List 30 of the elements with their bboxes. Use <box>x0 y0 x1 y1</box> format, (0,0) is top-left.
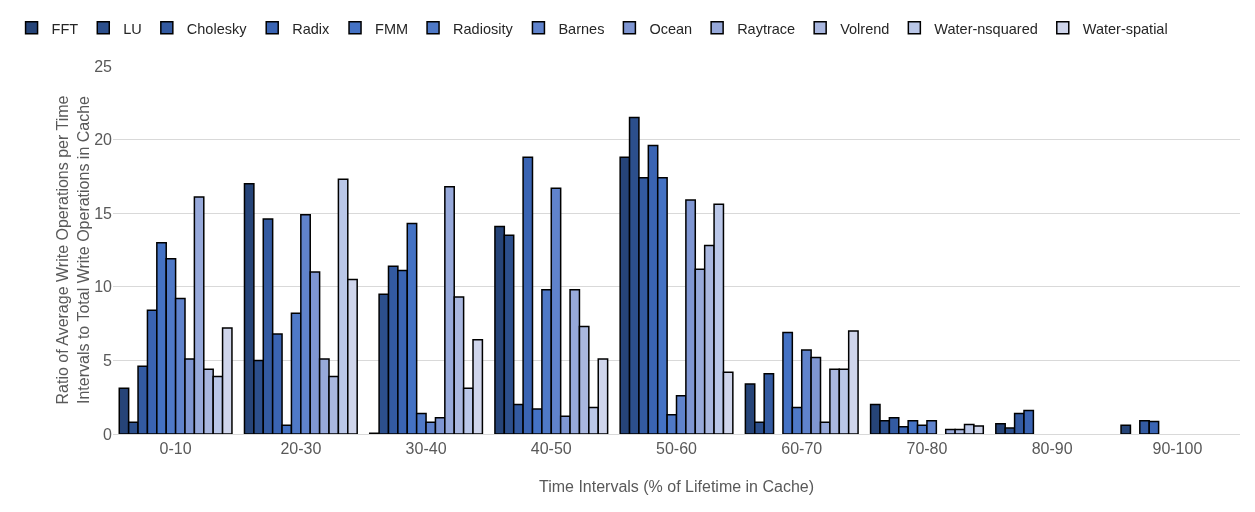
y-tick-label: 25 <box>94 57 113 75</box>
bar <box>1120 424 1132 434</box>
x-axis-title: Time Intervals (% of Lifetime in Cache) <box>538 478 815 495</box>
legend-label: FMM <box>375 20 409 37</box>
legend-label: Barnes <box>558 20 605 37</box>
y-tick-label: 0 <box>103 425 113 443</box>
legend-label: Radiosity <box>453 20 514 37</box>
legend-label: Radix <box>292 20 331 37</box>
x-tick-label: 90-100 <box>1152 440 1203 458</box>
y-tick-label: 10 <box>94 278 113 296</box>
x-tick-label: 80-90 <box>1031 440 1073 458</box>
legend-label: Raytrace <box>737 20 796 37</box>
x-tick-label: 20-30 <box>280 440 322 458</box>
legend-label: Cholesky <box>186 20 248 37</box>
x-tick-label: 60-70 <box>781 440 823 458</box>
y-axis-title: Ratio of Average Write Operations per Time Intervals to Total Write Operations in Cache <box>54 95 93 405</box>
legend-label: Ocean <box>649 20 693 37</box>
legend-label: FFT <box>51 20 79 37</box>
x-tick-label: 70-80 <box>906 440 948 458</box>
y-tick-label: 5 <box>103 352 113 369</box>
legend-label: Volrend <box>840 20 890 37</box>
x-tick-label: 40-50 <box>530 440 572 458</box>
y-tick-label: 15 <box>94 204 113 222</box>
x-tick-label: 50-60 <box>656 440 698 458</box>
y-tick-label: 20 <box>94 131 113 149</box>
x-tick-label: 0-10 <box>159 440 192 458</box>
legend-label: Water-spatial <box>1082 20 1168 37</box>
legend-label: LU <box>123 20 142 37</box>
legend-label: Water-nsquared <box>934 20 1038 37</box>
x-tick-label: 30-40 <box>405 440 447 458</box>
